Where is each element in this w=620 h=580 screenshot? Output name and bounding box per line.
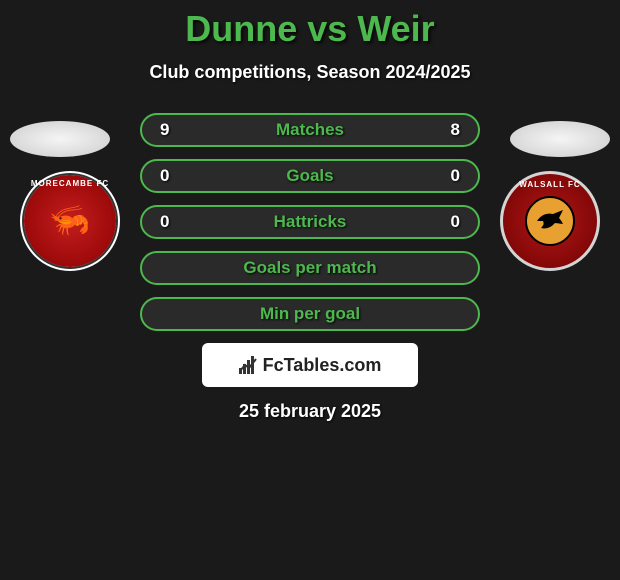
stats-area: MORECAMBE FC 🦐 WALSALL FC 9 Matches 8 0 …	[0, 113, 620, 422]
shrimp-icon: 🦐	[47, 199, 93, 243]
player-avatar-left	[10, 121, 110, 157]
team-badge-right: WALSALL FC	[500, 171, 600, 271]
stat-label: Min per goal	[142, 304, 478, 324]
subtitle: Club competitions, Season 2024/2025	[0, 62, 620, 83]
page-title: Dunne vs Weir	[0, 8, 620, 50]
stat-label: Matches	[142, 120, 478, 140]
badge-text-left: MORECAMBE FC	[24, 179, 116, 188]
stat-row-goals-per-match: Goals per match	[140, 251, 480, 285]
swift-icon	[525, 196, 575, 246]
date-text: 25 february 2025	[0, 401, 620, 422]
stat-label: Goals	[142, 166, 478, 186]
walsall-badge-icon: WALSALL FC	[500, 171, 600, 271]
stat-rows: 9 Matches 8 0 Goals 0 0 Hattricks 0 Goal…	[140, 113, 480, 331]
stat-label: Goals per match	[142, 258, 478, 278]
watermark: FcTables.com	[202, 343, 418, 387]
stat-row-goals: 0 Goals 0	[140, 159, 480, 193]
player-avatar-right	[510, 121, 610, 157]
team-badge-left: MORECAMBE FC 🦐	[20, 171, 120, 271]
badge-text-right: WALSALL FC	[503, 180, 597, 189]
stat-row-min-per-goal: Min per goal	[140, 297, 480, 331]
stat-row-hattricks: 0 Hattricks 0	[140, 205, 480, 239]
chart-icon	[239, 356, 257, 374]
comparison-card: Dunne vs Weir Club competitions, Season …	[0, 0, 620, 422]
watermark-text: FcTables.com	[263, 355, 382, 376]
stat-row-matches: 9 Matches 8	[140, 113, 480, 147]
stat-label: Hattricks	[142, 212, 478, 232]
morecambe-badge-icon: MORECAMBE FC 🦐	[20, 171, 120, 271]
